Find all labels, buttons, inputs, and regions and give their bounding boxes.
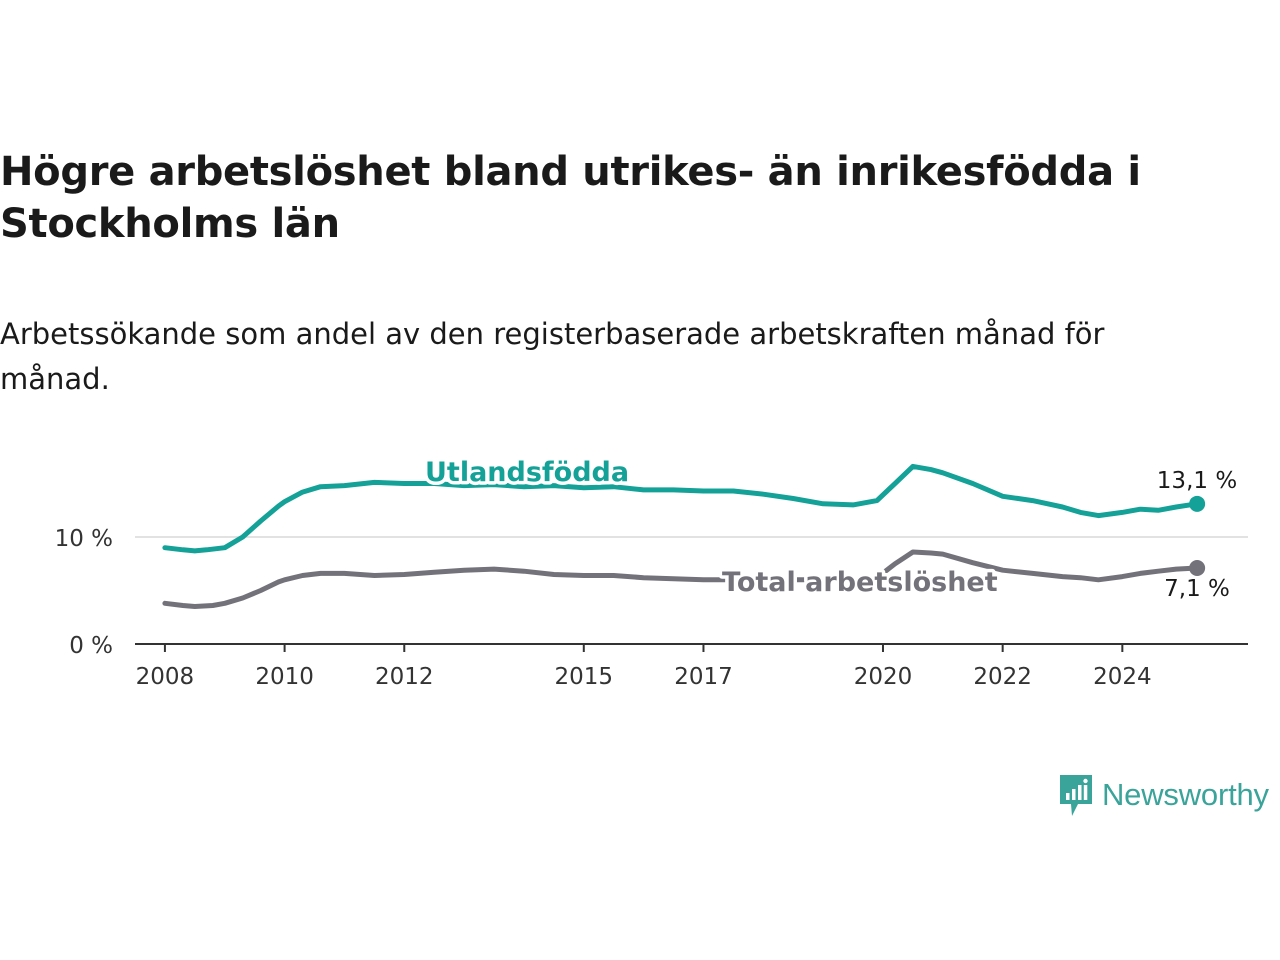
line-chart: 0 % 10 % 2008 2010 2012 2015 2017 2020 2022 2024… (54, 454, 1248, 690)
y-tick-label: 0 % (69, 633, 113, 659)
series-name-halo: Total arbetslöshet (722, 567, 998, 598)
x-tick-label: 2012 (375, 664, 434, 690)
chart-subtitle: Arbetssökande som andel av den registerb… (0, 317, 1105, 396)
x-tick-label: 2022 (973, 664, 1032, 690)
x-tick-label: 2010 (255, 664, 314, 690)
x-tick-label: 2024 (1093, 664, 1152, 690)
series-end-value-label: 13,1 % (1157, 468, 1237, 494)
x-tick-label: 2015 (555, 664, 614, 690)
y-axis-tick-labels: 0 % 10 % (55, 526, 113, 659)
newsworthy-brand-name: Newsworthy (1102, 777, 1269, 812)
series-end-value-label: 7,1 % (1164, 576, 1230, 602)
chart-title: Högre arbetslöshet bland utrikes- än inr… (0, 149, 1141, 247)
series-name-label: Total arbetslöshet (722, 567, 998, 598)
series-end-marker (1189, 560, 1206, 577)
y-tick-label: 10 % (55, 526, 113, 552)
x-tick-label: 2017 (674, 664, 733, 690)
series-end-marker (1189, 495, 1206, 512)
series-line-0 (162, 463, 1200, 554)
series-line-1 (162, 549, 1200, 609)
x-tick-label: 2020 (854, 664, 913, 690)
series-lines (162, 463, 1206, 609)
newsworthy-brand: Newsworthy (1058, 772, 1269, 818)
x-tick-label: 2008 (136, 664, 195, 690)
x-axis (135, 643, 1248, 652)
x-axis-tick-labels: 2008 2010 2012 2015 2017 2020 2022 2024 (136, 664, 1152, 690)
newsworthy-logo-icon (1060, 775, 1092, 816)
series-name-halo: Utlandsfödda (425, 457, 629, 488)
series-name-label: Utlandsfödda (425, 457, 629, 488)
